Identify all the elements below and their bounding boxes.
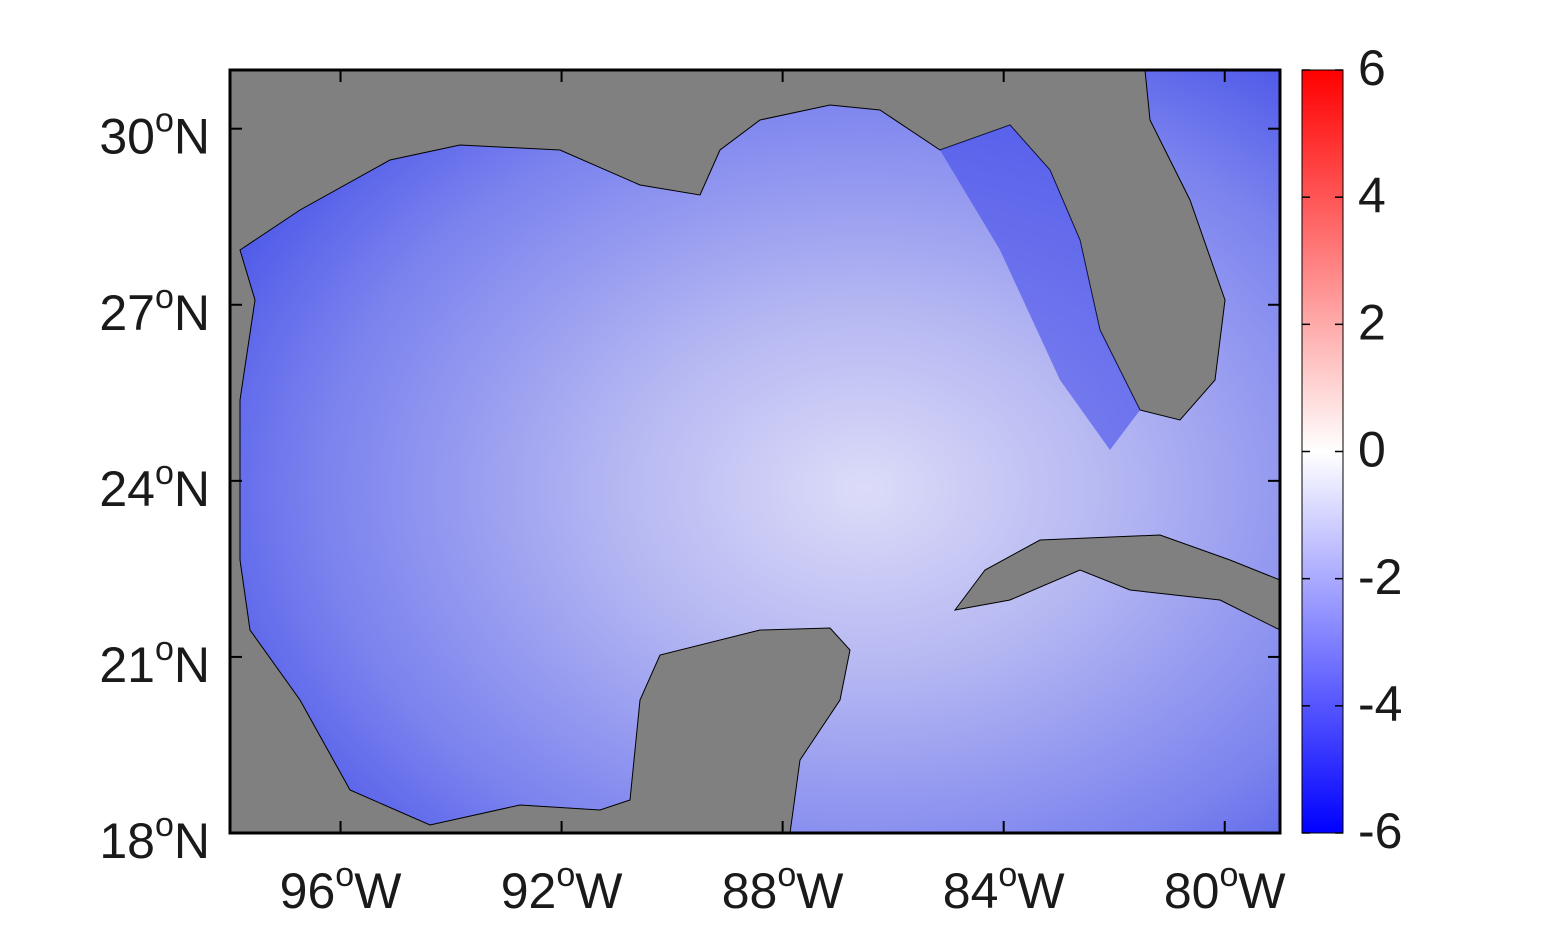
colorbar-tick-label: -4 <box>1358 676 1402 732</box>
label-number: 92 <box>501 863 557 919</box>
label-hemisphere: W <box>354 863 402 919</box>
label-hemisphere: W <box>1017 863 1065 919</box>
label-number: 18 <box>99 813 155 869</box>
northeast-dark-water <box>940 125 1140 450</box>
label-degree: o <box>998 856 1017 894</box>
colorbar-tick-label: 6 <box>1358 40 1386 96</box>
label-number: 84 <box>943 863 999 919</box>
y-tick-label: 21oN <box>99 630 210 693</box>
colorbar-tick-label: -2 <box>1358 549 1402 605</box>
x-tick-label: 88oW <box>722 856 845 919</box>
label-number: 21 <box>99 637 155 693</box>
label-hemisphere: N <box>174 813 210 869</box>
y-tick-label: 24oN <box>99 454 210 517</box>
x-tick-label: 96oW <box>280 856 403 919</box>
label-degree: o <box>155 102 174 140</box>
label-number: 80 <box>1164 863 1220 919</box>
label-degree: o <box>1219 856 1238 894</box>
label-number: 30 <box>99 109 155 165</box>
label-number: 27 <box>99 285 155 341</box>
y-tick-label: 30oN <box>99 102 210 165</box>
label-degree: o <box>335 856 354 894</box>
label-hemisphere: N <box>174 109 210 165</box>
y-tick-label: 27oN <box>99 278 210 341</box>
x-tick-label: 80oW <box>1164 856 1287 919</box>
label-degree: o <box>155 278 174 316</box>
x-tick-label: 92oW <box>501 856 624 919</box>
label-hemisphere: W <box>575 863 623 919</box>
label-number: 24 <box>99 461 155 517</box>
colorbar-tick-label: -6 <box>1358 803 1402 859</box>
colorbar-tick-label: 2 <box>1358 295 1386 351</box>
colorbar-tick-label: 0 <box>1358 422 1386 478</box>
label-number: 96 <box>280 863 336 919</box>
y-tick-label: 18oN <box>99 806 210 869</box>
label-hemisphere: N <box>174 285 210 341</box>
axes-frame <box>228 68 1282 835</box>
label-hemisphere: N <box>174 637 210 693</box>
label-degree: o <box>155 630 174 668</box>
label-hemisphere: W <box>1238 863 1286 919</box>
label-degree: o <box>155 454 174 492</box>
x-tick-label: 84oW <box>943 856 1066 919</box>
label-degree: o <box>556 856 575 894</box>
label-degree: o <box>155 806 174 844</box>
label-number: 88 <box>722 863 778 919</box>
label-hemisphere: N <box>174 461 210 517</box>
label-degree: o <box>777 856 796 894</box>
colorbar-tick-label: 4 <box>1358 167 1386 223</box>
label-hemisphere: W <box>796 863 844 919</box>
